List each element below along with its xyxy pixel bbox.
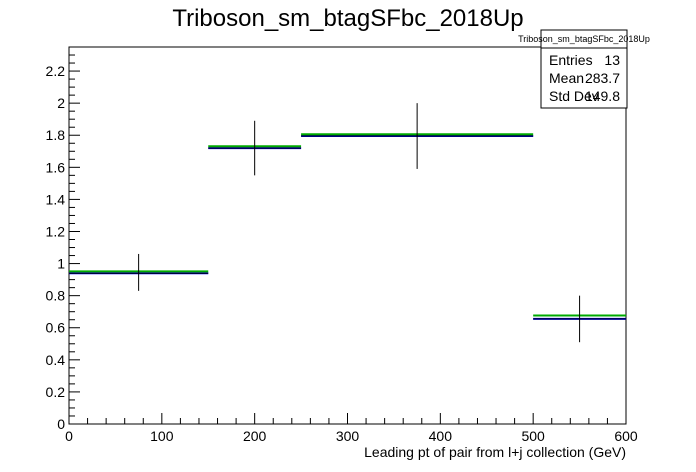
stats-stddev-value: 149.8	[585, 88, 620, 104]
y-tick-label: 1.4	[46, 191, 66, 207]
y-tick-label: 1	[57, 256, 65, 272]
x-axis: 0 100 200 300 400 500 600	[65, 413, 638, 444]
y-tick-label: 2.2	[46, 63, 66, 79]
y-tick-label: 2	[57, 95, 65, 111]
x-tick-label: 100	[150, 428, 174, 444]
histogram-bin	[69, 253, 209, 291]
stats-title: Triboson_sm_btagSFbc_2018Up	[518, 34, 650, 44]
y-tick-label: 0	[57, 416, 65, 432]
x-tick-label: 200	[243, 428, 267, 444]
y-tick-label: 1.2	[46, 223, 66, 239]
histogram-bin	[533, 295, 626, 343]
x-tick-label: 500	[521, 428, 545, 444]
stats-entries-value: 13	[604, 52, 620, 68]
x-tick-label: 0	[65, 428, 73, 444]
stats-mean-value: 283.7	[585, 70, 620, 86]
histogram-bin	[301, 103, 534, 169]
stats-mean-label: Mean	[549, 70, 584, 86]
stats-box: Triboson_sm_btagSFbc_2018Up Entries 13 M…	[518, 29, 650, 109]
x-tick-label: 600	[614, 428, 638, 444]
stats-entries-label: Entries	[549, 52, 593, 68]
y-tick-label: 0.4	[46, 352, 66, 368]
stats-stddev-label: Std Dev	[549, 88, 599, 104]
y-tick-label: 0.8	[46, 288, 66, 304]
y-axis: 0 0.2 0.4 0.6 0.8 1 1.2 1.4 1.6 1.8 2 2.2	[46, 46, 80, 432]
y-tick-label: 0.2	[46, 384, 66, 400]
x-tick-label: 400	[429, 428, 453, 444]
y-tick-label: 1.6	[46, 159, 66, 175]
x-axis-label: Leading pt of pair from l+j collection (…	[364, 444, 626, 460]
y-tick-label: 1.8	[46, 127, 66, 143]
y-tick-label: 0.6	[46, 320, 66, 336]
chart-title: Triboson_sm_btagSFbc_2018Up	[172, 5, 523, 32]
histogram-bins	[69, 103, 626, 343]
histogram-bin	[208, 120, 302, 176]
x-tick-label: 300	[336, 428, 360, 444]
